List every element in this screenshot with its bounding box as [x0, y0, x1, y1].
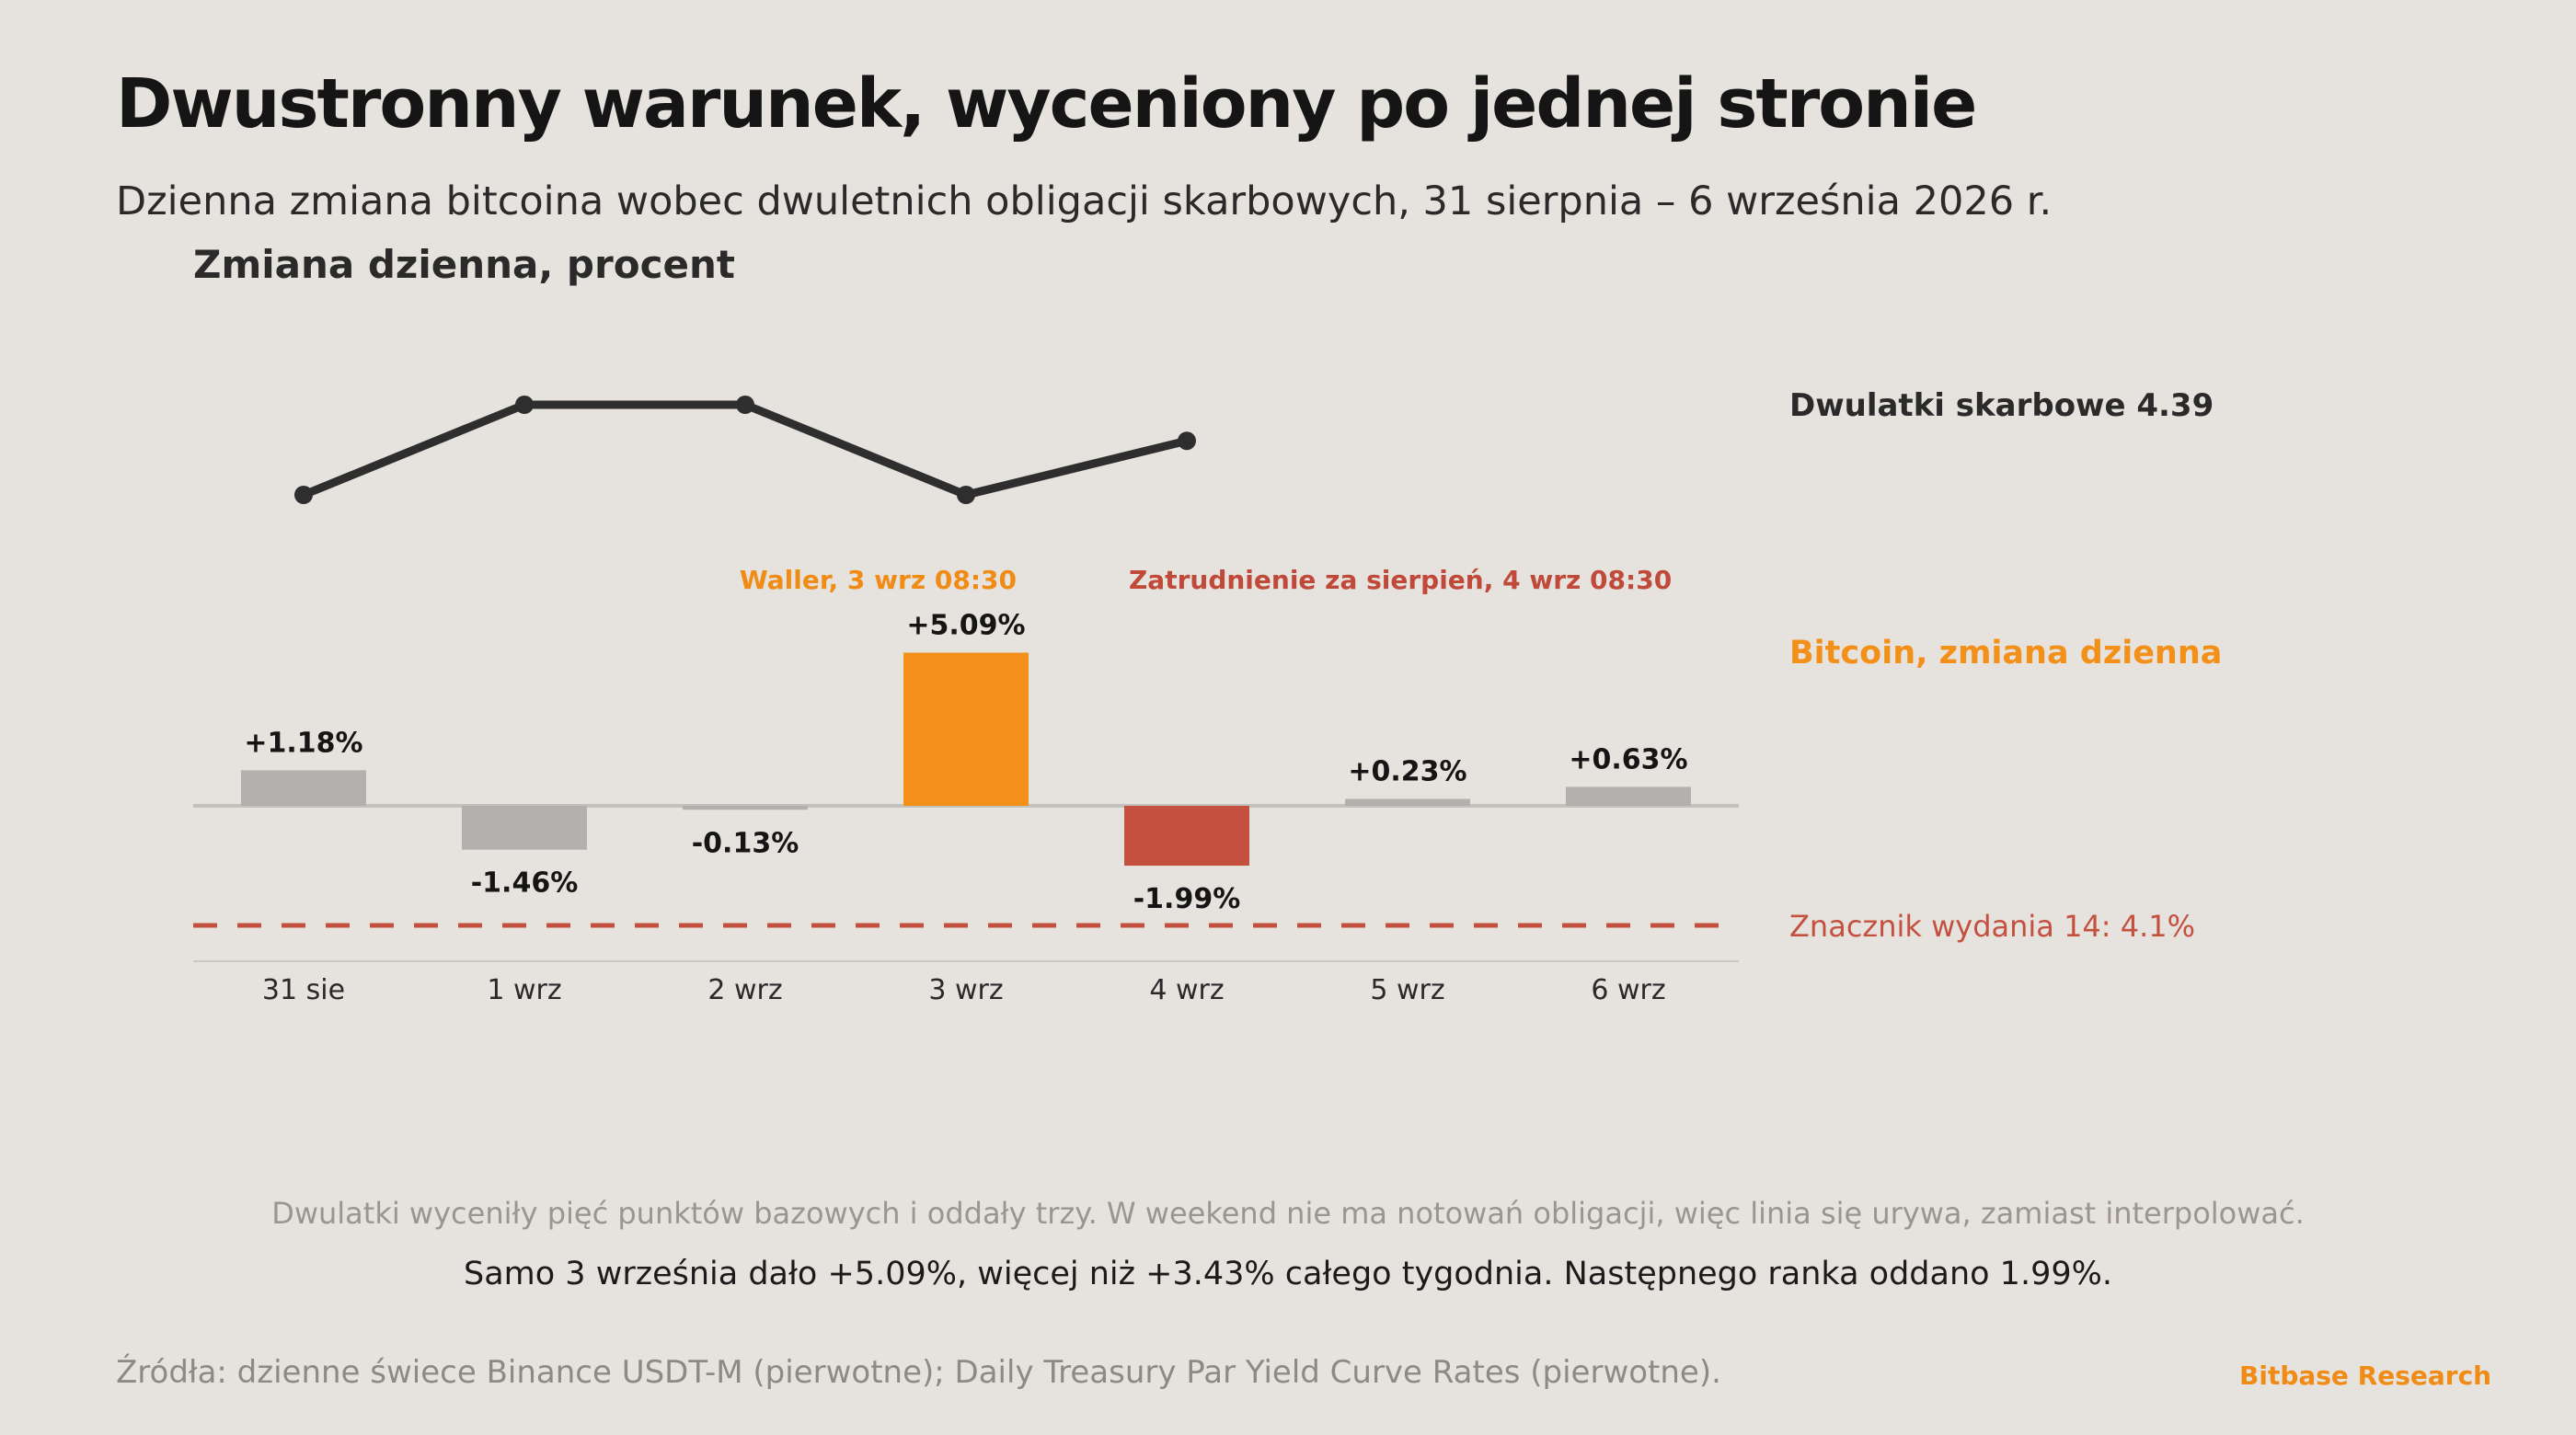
chart-subtitle: Dzienna zmiana bitcoina wobec dwuletnich… — [116, 178, 2053, 224]
x-tick-label: 6 wrz — [1591, 974, 1665, 1006]
bar-value-label: -1.46% — [471, 867, 579, 900]
treasury-point — [736, 396, 754, 414]
annotation-waller: Waller, 3 wrz 08:30 — [740, 565, 1017, 595]
x-tick-label: 1 wrz — [487, 974, 561, 1006]
x-tick-label: 2 wrz — [707, 974, 782, 1006]
bar-value-label: +0.63% — [1569, 743, 1687, 775]
bar-3 — [683, 806, 808, 810]
annotation-payrolls: Zatrudnienie za sierpień, 4 wrz 08:30 — [1129, 565, 1672, 595]
x-tick-label: 5 wrz — [1370, 974, 1444, 1006]
bar-6 — [1345, 798, 1470, 806]
legend-bitcoin: Bitcoin, zmiana dzienna — [1789, 635, 2222, 672]
bar-value-label: +0.23% — [1348, 755, 1466, 787]
bar-1 — [241, 770, 366, 806]
y-axis-label: Zmiana dzienna, procent — [193, 242, 735, 287]
legend-treasury: Dwulatki skarbowe 4.39 — [1789, 387, 2214, 424]
treasury-point — [1178, 431, 1196, 451]
bar-4 — [903, 652, 1029, 806]
bar-value-label: +1.18% — [244, 727, 362, 759]
chart-title: Dwustronny warunek, wyceniony po jednej … — [116, 64, 1977, 144]
source-note: Źródła: dzienne świece Binance USDT-M (p… — [116, 1354, 1721, 1391]
brand-logo-text: Bitbase Research — [2239, 1360, 2492, 1391]
bar-value-label: -1.99% — [1133, 883, 1241, 915]
bar-value-label: -0.13% — [692, 827, 799, 859]
treasury-line — [299, 400, 1191, 499]
reference-line-label: Znacznik wydania 14: 4.1% — [1789, 909, 2195, 944]
bar-2 — [462, 806, 587, 850]
treasury-point — [294, 486, 313, 504]
note-line-2: Samo 3 września dało +5.09%, więcej niż … — [464, 1256, 2112, 1292]
x-tick-label: 4 wrz — [1149, 974, 1224, 1006]
bar-value-label: +5.09% — [906, 610, 1025, 642]
x-tick-label: 31 sie — [262, 974, 345, 1006]
treasury-point — [515, 396, 534, 414]
note-line-1: Dwulatki wyceniły pięć punktów bazowych … — [271, 1196, 2305, 1231]
treasury-point — [957, 486, 975, 504]
x-tick-label: 3 wrz — [928, 974, 1003, 1006]
bar-7 — [1566, 786, 1691, 806]
bar-5 — [1124, 806, 1249, 867]
